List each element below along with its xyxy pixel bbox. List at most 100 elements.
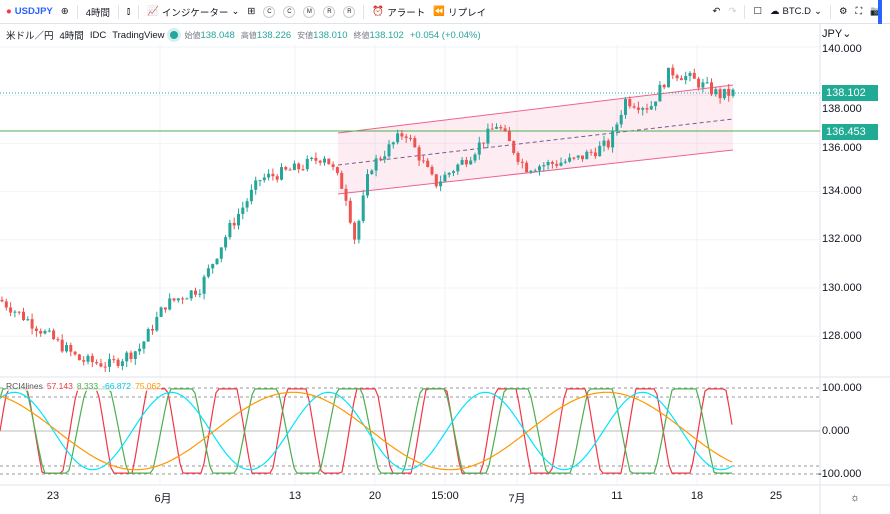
candle-body xyxy=(340,172,344,189)
candle-body xyxy=(374,158,378,171)
m-button[interactable]: M xyxy=(303,5,316,18)
rci-value-2: 8.333 xyxy=(76,381,99,391)
candle-body xyxy=(292,163,296,171)
candle-body xyxy=(86,355,90,362)
candle-body xyxy=(13,311,17,313)
c2-button[interactable]: C xyxy=(283,5,296,18)
symbol-button[interactable]: ● USDJPY xyxy=(6,6,53,17)
candle-body xyxy=(168,298,172,310)
price-label: 132.000 xyxy=(822,233,862,245)
candle-body xyxy=(490,128,494,130)
rci-line-3 xyxy=(0,391,733,471)
candle-body xyxy=(314,157,318,161)
candle-body xyxy=(331,164,335,168)
currency-selector[interactable]: JPY⌄ xyxy=(822,28,852,40)
candle-body xyxy=(555,163,559,166)
candle-body xyxy=(185,298,189,300)
candle-body xyxy=(30,319,34,329)
open-value: 138.048 xyxy=(200,29,235,41)
settings-icon[interactable]: ⚙ xyxy=(838,6,848,17)
channel-fill xyxy=(338,85,733,194)
camera-icon[interactable]: 📷 xyxy=(870,6,882,17)
interval-button[interactable]: 4時間 xyxy=(85,7,111,19)
templates-icon[interactable]: ⊞ xyxy=(247,6,256,17)
channel-lower xyxy=(337,149,734,195)
candle-body xyxy=(116,359,120,367)
time-label: 6月 xyxy=(154,493,172,505)
candle-body xyxy=(249,189,253,202)
fullscreen-icon[interactable]: ⛶ xyxy=(855,6,863,17)
candle-body xyxy=(271,173,275,177)
candle-body xyxy=(525,162,529,173)
candle-body xyxy=(576,155,580,158)
rewind-icon: ⏪ xyxy=(433,6,446,17)
candle-body xyxy=(176,298,180,301)
candle-body xyxy=(391,142,395,145)
candle-body xyxy=(688,72,692,76)
layout-icon[interactable]: ☐ xyxy=(753,6,762,17)
candle-body xyxy=(323,158,326,163)
candle-body xyxy=(585,151,589,160)
compare-button[interactable]: ☁ BTC.D ⌄ xyxy=(770,6,822,17)
candle-body xyxy=(366,174,369,196)
candle-body xyxy=(310,157,314,159)
candle-body xyxy=(219,247,223,259)
axis-settings-icon[interactable]: ☼ xyxy=(850,492,861,504)
time-label: 25 xyxy=(769,490,783,502)
market-status-icon xyxy=(170,31,179,39)
candle-body xyxy=(464,159,468,165)
candle-body xyxy=(172,298,176,301)
indicators-button[interactable]: 📈 インジケーター ⌄ xyxy=(147,6,240,19)
candle-body xyxy=(593,152,597,157)
candle-body xyxy=(108,359,111,367)
candle-body xyxy=(413,138,417,148)
candle-body xyxy=(667,67,670,88)
candle-body xyxy=(125,352,129,362)
candle-body xyxy=(90,355,94,363)
candle-body xyxy=(189,290,193,299)
candle-body xyxy=(563,161,567,163)
candle-body xyxy=(112,359,116,361)
price-label: 128.000 xyxy=(822,330,862,342)
c-button[interactable]: C xyxy=(263,5,276,18)
time-label: 13 xyxy=(288,490,302,502)
candle-body xyxy=(77,354,81,361)
low-value: 138.010 xyxy=(313,29,348,41)
candle-body xyxy=(387,144,391,157)
candle-body xyxy=(512,141,516,153)
candle-body xyxy=(0,299,4,302)
price-label: 130.000 xyxy=(822,282,862,294)
candle-body xyxy=(228,222,232,238)
candle-body xyxy=(520,161,524,163)
add-symbol-icon[interactable]: ⊕ xyxy=(60,6,69,17)
replay-button[interactable]: ⏪ リプレイ xyxy=(433,5,486,19)
candle-body xyxy=(327,158,331,165)
candle-body xyxy=(499,126,503,129)
candle-body xyxy=(697,78,701,88)
candle-body xyxy=(43,331,47,334)
candle-body xyxy=(550,161,554,164)
alert-button[interactable]: ⏰ アラート xyxy=(372,5,425,19)
r-button[interactable]: R xyxy=(323,5,336,18)
undo-icon[interactable]: ↶ xyxy=(712,6,721,17)
r2-button[interactable]: R xyxy=(343,5,356,18)
candle-body xyxy=(258,180,262,182)
redo-icon[interactable]: ↷ xyxy=(728,6,737,17)
rci-value-4: 75.062 xyxy=(134,381,161,391)
candle-body xyxy=(99,363,103,367)
candle-body xyxy=(39,331,43,334)
candle-body xyxy=(649,106,653,110)
price-label: 140.000 xyxy=(822,43,862,55)
candle-body xyxy=(658,84,662,102)
candle-type-icon[interactable]: ⫾ xyxy=(127,6,131,17)
candle-body xyxy=(335,167,339,173)
rci-label-0: 0.000 xyxy=(822,425,850,437)
candle-body xyxy=(645,108,649,110)
candle-body xyxy=(34,328,38,332)
candle-body xyxy=(598,145,602,157)
candle-body xyxy=(95,362,99,364)
alarm-icon: ⏰ xyxy=(372,6,385,17)
candle-body xyxy=(211,264,215,269)
candle-body xyxy=(559,162,563,166)
